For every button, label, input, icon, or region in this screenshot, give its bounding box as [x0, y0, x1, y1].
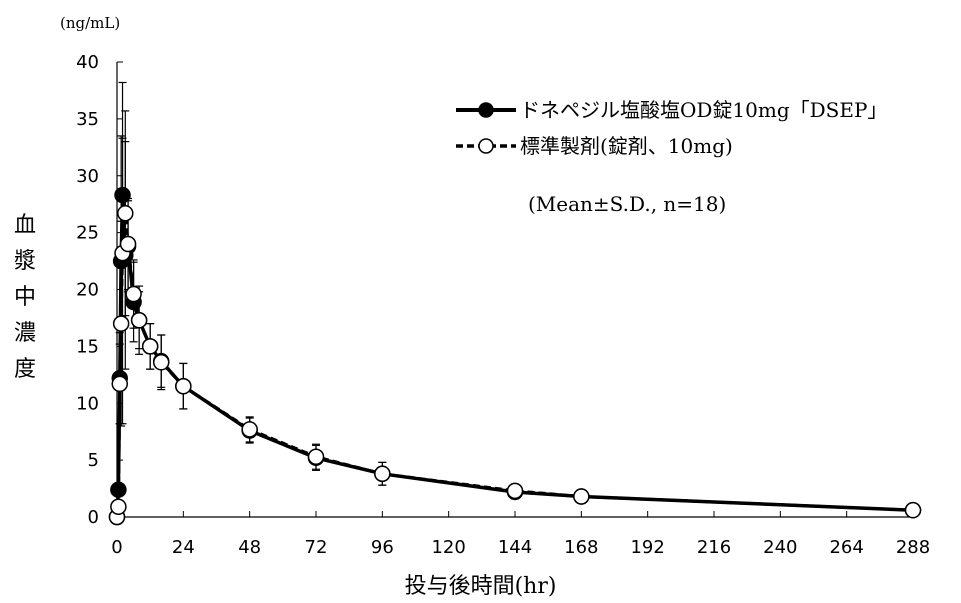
x-tick-label: 24 — [172, 537, 195, 558]
legend-sample-solid-filled — [456, 102, 516, 118]
x-tick-label: 120 — [431, 537, 465, 558]
x-tick-label: 264 — [829, 537, 863, 558]
y-tick-label: 5 — [88, 450, 99, 471]
legend-sample-dashed-open — [456, 138, 516, 154]
data-point — [117, 205, 134, 222]
markers-reference — [108, 205, 922, 526]
data-point — [152, 354, 170, 371]
x-tick-label: 72 — [305, 537, 328, 558]
series-line — [115, 193, 914, 518]
data-point — [130, 311, 148, 329]
y-axis-label-char: 血 — [13, 213, 36, 238]
y-tick-label: 0 — [88, 507, 99, 528]
series-layer — [108, 81, 922, 526]
series-test — [115, 135, 914, 518]
data-point — [241, 421, 258, 438]
y-tick-label: 40 — [76, 52, 99, 73]
markers-test — [108, 186, 922, 526]
x-tick-label: 168 — [564, 537, 598, 558]
data-point — [125, 285, 142, 303]
y-tick-label: 20 — [76, 280, 99, 301]
y-axis-label-char: 漿 — [13, 249, 36, 274]
y-tick-label: 10 — [76, 393, 99, 414]
y-axis-label-char: 濃 — [13, 321, 36, 346]
data-point — [573, 488, 590, 505]
data-point — [112, 315, 130, 332]
data-point — [110, 498, 127, 516]
series-line — [115, 211, 914, 518]
y-axis-label-char: 度 — [13, 357, 36, 382]
x-tick-label: 240 — [763, 537, 797, 558]
x-tick-label: 288 — [896, 537, 930, 558]
legend-label-reference: 標準製剤(錠剤、10mg) — [520, 134, 733, 158]
y-tick-label: 35 — [76, 109, 99, 130]
data-point — [307, 448, 325, 465]
data-point — [111, 375, 129, 393]
data-point — [374, 465, 391, 483]
legend-label-test: ドネペジル塩酸塩OD錠10mg「DSEP」 — [520, 98, 888, 122]
y-axis-label: 血 漿 中 濃 度 — [10, 208, 40, 388]
y-tick-label: 15 — [76, 336, 99, 357]
x-tick-label: 144 — [498, 537, 532, 558]
x-tick-label: 192 — [630, 537, 664, 558]
x-tick-label: 0 — [111, 537, 122, 558]
y-axis-label-char: 中 — [13, 285, 36, 310]
data-point — [110, 481, 127, 498]
data-point — [119, 235, 137, 253]
x-axis-label: 投与後時間(hr) — [404, 574, 557, 599]
legend-note: (Mean±S.D., n=18) — [528, 192, 727, 216]
x-tick-label: 48 — [238, 537, 261, 558]
data-point — [175, 377, 192, 395]
data-point — [114, 186, 131, 204]
data-point — [904, 501, 922, 519]
y-tick-label: 30 — [76, 166, 99, 187]
y-tick-label: 25 — [76, 223, 99, 244]
data-point — [506, 482, 524, 500]
x-tick-label: 96 — [371, 537, 394, 558]
y-unit-label: (ng/mL) — [60, 14, 121, 32]
data-point — [141, 338, 159, 355]
x-tick-label: 216 — [697, 537, 731, 558]
axes: 0 5 10 15 20 25 30 35 40 0 24 48 72 96 120 144 168 192 216… — [76, 52, 930, 558]
